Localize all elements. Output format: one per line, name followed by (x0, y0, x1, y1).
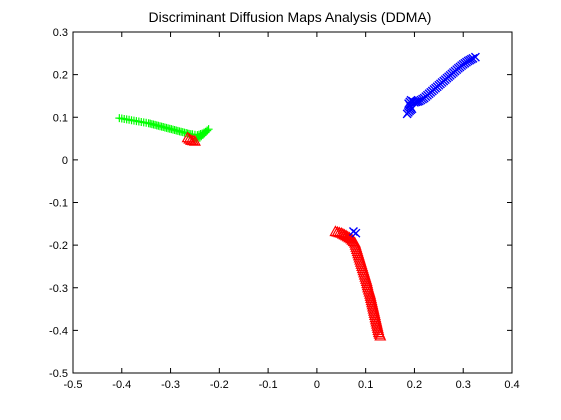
data-trail-series-2 (405, 100, 415, 110)
x-tick-label: -0.3 (161, 379, 180, 391)
chart-title: Discriminant Diffusion Maps Analysis (DD… (149, 9, 432, 25)
data-trail-series-0 (142, 118, 151, 127)
y-tick-label: -0.3 (49, 283, 68, 295)
y-tick-label: 0.1 (53, 112, 68, 124)
y-tick-label: -0.2 (49, 240, 68, 252)
data-trail-series-0 (177, 127, 186, 136)
plot-area: -0.5 -0.4 -0.3 -0.2 -0.1 0 0.1 0.2 0.3 0.4 -0.5 -0.… (49, 27, 520, 391)
data-trail-series-1 (341, 230, 354, 242)
y-tick-label: -0.5 (49, 368, 68, 380)
data-point-series-2 (351, 228, 361, 238)
y-tick-label: 0 (62, 155, 68, 167)
x-tick-label: -0.2 (210, 379, 229, 391)
x-tick-label: 0.4 (504, 379, 519, 391)
x-tick-label: 0 (314, 379, 320, 391)
y-tick-label: 0.3 (53, 27, 68, 39)
data-trail-series-1 (372, 324, 385, 335)
x-tick-label: -0.1 (259, 379, 278, 391)
data-trail-series-1 (373, 327, 386, 339)
data-trail-series-1 (343, 231, 356, 243)
x-tick-label: -0.5 (64, 379, 83, 391)
x-tick-label: 0.1 (358, 379, 373, 391)
x-tick-label: 0.3 (456, 379, 471, 391)
data-trail-series-0 (132, 117, 141, 126)
data-trail-series-0 (117, 114, 126, 123)
data-trail-series-0 (198, 130, 207, 139)
data-trail-series-1 (338, 228, 351, 240)
x-tick-label: -0.4 (112, 379, 131, 391)
data-trail-series-1 (336, 227, 349, 239)
data-trail-series-2 (411, 97, 421, 107)
data-trail-series-0 (137, 117, 146, 126)
y-tick-label: 0.2 (53, 70, 68, 82)
y-tick-label: -0.4 (49, 325, 68, 337)
data-trail-series-1 (186, 134, 200, 146)
data-trail-series-2 (466, 54, 476, 64)
data-trail-series-0 (122, 115, 131, 124)
x-tick-label: 0.2 (407, 379, 422, 391)
y-tick-label: -0.1 (49, 198, 68, 210)
data-trail-series-0 (127, 116, 136, 125)
